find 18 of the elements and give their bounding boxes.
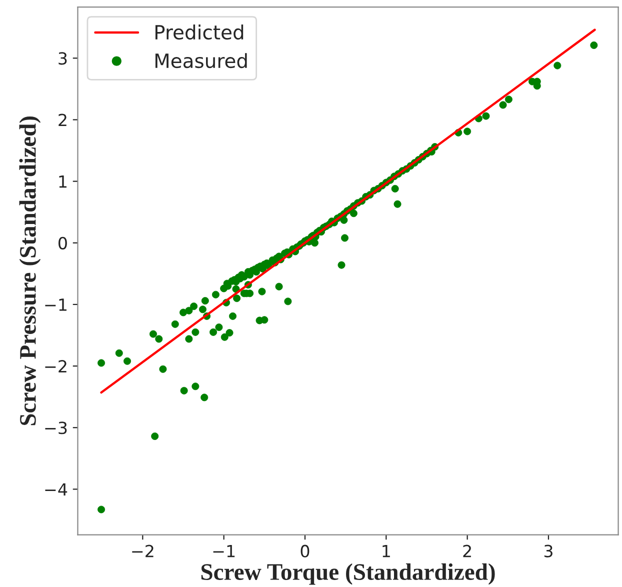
y-tick-label: 0 <box>58 236 67 250</box>
y-tick-label: −3 <box>45 422 67 434</box>
legend-label: Predicted <box>155 24 244 40</box>
x-tick-label: −1 <box>213 544 235 558</box>
y-tick-label: −4 <box>45 483 68 496</box>
x-tick-label: 0 <box>300 544 310 558</box>
y-tick-label: 2 <box>58 114 66 126</box>
y-tick-label: 1 <box>59 175 66 188</box>
y-tick-label: −2 <box>45 360 66 372</box>
x-tick-label: −2 <box>132 544 154 558</box>
x-tick-label: 2 <box>463 544 471 558</box>
legend-label: Measured <box>155 53 247 68</box>
x-tick-label: 3 <box>544 544 552 558</box>
y-tick-label: 3 <box>58 52 67 65</box>
y-axis-title: Screw Pressure (Standardized) <box>19 116 41 426</box>
x-tick-label: 1 <box>382 544 390 558</box>
x-axis-title: Screw Torque (Standardized) <box>201 563 495 585</box>
y-tick-label: −1 <box>45 298 66 311</box>
